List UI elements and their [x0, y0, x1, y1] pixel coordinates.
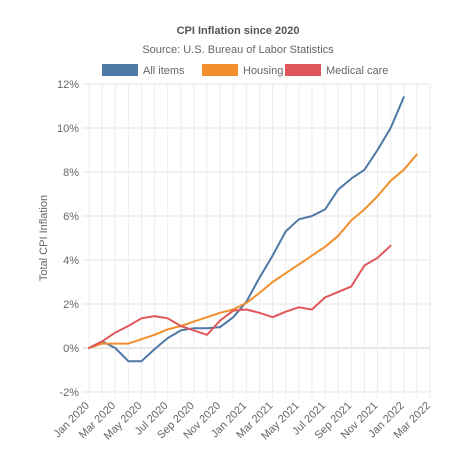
legend-label-housing[interactable]: Housing: [243, 65, 283, 77]
legend: All items Housing Medical care: [102, 64, 388, 77]
series-lines: [88, 96, 418, 363]
legend-swatch-all-items[interactable]: [102, 64, 138, 76]
y-tick-label: 4%: [63, 255, 79, 267]
legend-label-all-items[interactable]: All items: [143, 65, 185, 77]
y-tick-label: 2%: [63, 299, 79, 311]
grid: [83, 83, 431, 398]
y-tick-label: 8%: [63, 167, 79, 179]
chart-subtitle: Source: U.S. Bureau of Labor Statistics: [142, 44, 334, 56]
y-tick-label: 0%: [63, 343, 79, 355]
legend-label-medical-care[interactable]: Medical care: [326, 65, 388, 77]
series-line-housing: [88, 153, 418, 349]
chart-title: CPI Inflation since 2020: [177, 25, 300, 37]
y-tick-label: 10%: [57, 123, 79, 135]
legend-swatch-housing[interactable]: [202, 64, 238, 76]
y-axis-ticks: -2% 0% 2% 4% 6% 8% 10% 12%: [57, 79, 79, 399]
legend-swatch-medical-care[interactable]: [285, 64, 321, 76]
y-tick-label: 12%: [57, 79, 79, 91]
series-line-medical-care: [88, 244, 392, 349]
y-axis-label: Total CPI Inflation: [38, 195, 50, 281]
y-tick-label: 6%: [63, 211, 79, 223]
y-tick-label: -2%: [59, 387, 79, 399]
